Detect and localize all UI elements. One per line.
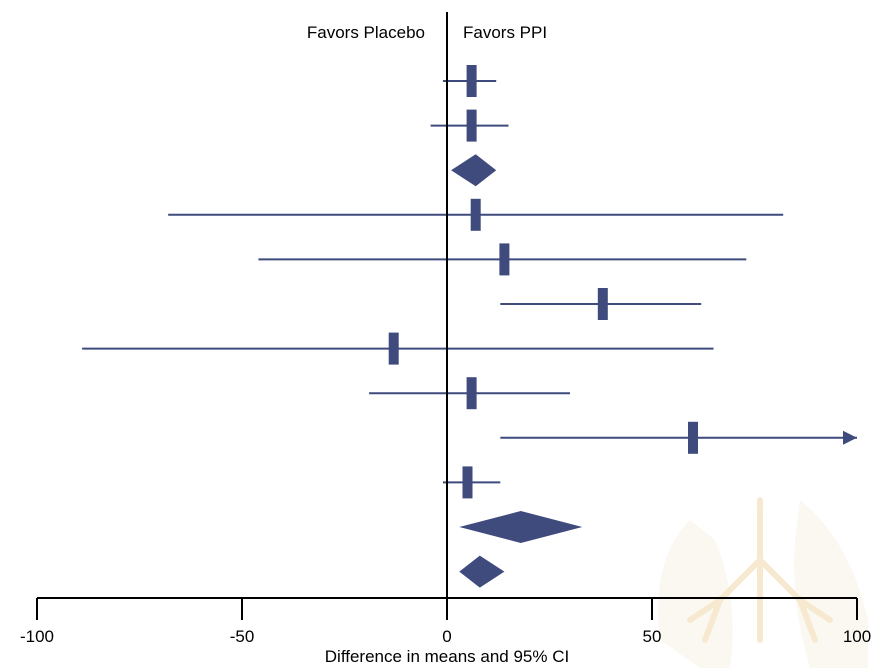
study-row bbox=[369, 377, 570, 410]
pooled-estimate-diamond bbox=[459, 511, 583, 543]
point-estimate-marker bbox=[466, 65, 477, 97]
pooled-estimate-row bbox=[459, 511, 583, 543]
pooled-estimate-row bbox=[451, 154, 497, 187]
point-estimate-marker bbox=[470, 198, 481, 231]
favors-ppi-label: Favors PPI bbox=[463, 23, 547, 42]
favors-placebo-label: Favors Placebo bbox=[307, 23, 425, 42]
x-tick-label: 0 bbox=[442, 627, 451, 646]
point-estimate-marker bbox=[597, 288, 608, 320]
point-estimate-marker bbox=[688, 421, 698, 454]
pooled-estimate-row bbox=[459, 555, 505, 588]
x-tick-label: 50 bbox=[643, 627, 662, 646]
point-estimate-marker bbox=[499, 243, 510, 276]
study-row bbox=[258, 243, 747, 276]
pooled-estimate-diamond bbox=[451, 154, 497, 187]
pooled-estimate-diamond bbox=[459, 555, 505, 588]
study-row bbox=[82, 332, 714, 365]
x-axis-title: Difference in means and 95% CI bbox=[325, 647, 569, 666]
x-tick-label: -100 bbox=[20, 627, 54, 646]
study-row bbox=[442, 466, 501, 499]
study-row bbox=[500, 421, 857, 454]
study-row bbox=[442, 65, 497, 97]
point-estimate-marker bbox=[466, 109, 477, 142]
x-axis-ticks: -100 -50 0 50 100 bbox=[20, 598, 871, 646]
lungs-watermark-icon bbox=[658, 497, 868, 668]
point-estimate-marker bbox=[388, 332, 399, 365]
study-row bbox=[168, 198, 784, 231]
point-estimate-marker bbox=[466, 377, 477, 410]
study-row bbox=[500, 288, 702, 320]
study-row bbox=[430, 109, 509, 142]
ci-truncation-arrow bbox=[843, 430, 857, 445]
point-estimate-marker bbox=[462, 466, 473, 499]
x-tick-label: -50 bbox=[230, 627, 255, 646]
x-tick-label: 100 bbox=[843, 627, 871, 646]
